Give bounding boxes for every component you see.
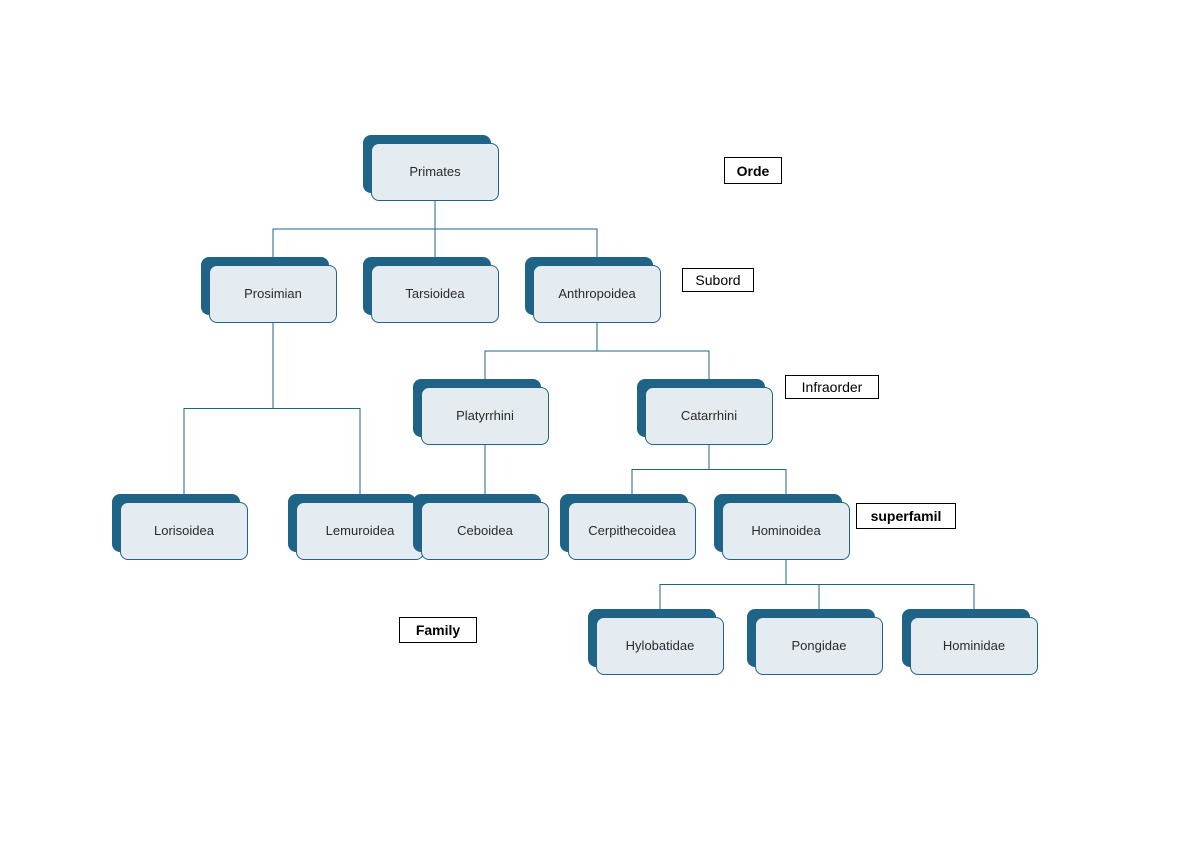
level-label-subord: Subord — [682, 268, 754, 292]
node-hylobatidae: Hylobatidae — [588, 609, 724, 675]
node-label: Primates — [409, 165, 460, 180]
node-face: Anthropoidea — [533, 265, 661, 323]
node-label: Tarsioidea — [405, 287, 464, 302]
node-label: Lemuroidea — [326, 524, 395, 539]
node-label: Ceboidea — [457, 524, 513, 539]
node-face: Primates — [371, 143, 499, 201]
node-label: Cerpithecoidea — [588, 524, 675, 539]
node-face: Lemuroidea — [296, 502, 424, 560]
node-tarsioidea: Tarsioidea — [363, 257, 499, 323]
level-label-text: Orde — [737, 163, 770, 179]
node-label: Platyrrhini — [456, 409, 514, 424]
node-label: Anthropoidea — [558, 287, 635, 302]
node-hominidae: Hominidae — [902, 609, 1038, 675]
node-face: Hominoidea — [722, 502, 850, 560]
node-ceboidea: Ceboidea — [413, 494, 549, 560]
node-label: Pongidae — [792, 639, 847, 654]
node-face: Prosimian — [209, 265, 337, 323]
node-label: Hominidae — [943, 639, 1005, 654]
node-face: Lorisoidea — [120, 502, 248, 560]
level-label-orde: Orde — [724, 157, 782, 184]
node-label: Hominoidea — [751, 524, 820, 539]
node-face: Tarsioidea — [371, 265, 499, 323]
node-face: Pongidae — [755, 617, 883, 675]
node-face: Hominidae — [910, 617, 1038, 675]
node-anthropoidea: Anthropoidea — [525, 257, 661, 323]
node-label: Prosimian — [244, 287, 302, 302]
node-hominoidea: Hominoidea — [714, 494, 850, 560]
node-lorisoidea: Lorisoidea — [112, 494, 248, 560]
node-label: Catarrhini — [681, 409, 737, 424]
level-label-text: Subord — [695, 272, 740, 288]
level-label-superfamil: superfamil — [856, 503, 956, 529]
node-platyrrhini: Platyrrhini — [413, 379, 549, 445]
node-catarrhini: Catarrhini — [637, 379, 773, 445]
node-label: Lorisoidea — [154, 524, 214, 539]
connector-layer — [0, 0, 1200, 849]
level-label-text: Infraorder — [802, 379, 863, 395]
node-primates: Primates — [363, 135, 499, 201]
node-face: Platyrrhini — [421, 387, 549, 445]
level-label-text: Family — [416, 622, 460, 638]
node-face: Cerpithecoidea — [568, 502, 696, 560]
level-label-infraorder: Infraorder — [785, 375, 879, 399]
diagram-canvas: Primates Prosimian Tarsioidea Anthropoidea P… — [0, 0, 1200, 849]
level-label-family: Family — [399, 617, 477, 643]
level-label-text: superfamil — [871, 508, 942, 524]
node-lemuroidea: Lemuroidea — [288, 494, 424, 560]
node-cerpithecoidea: Cerpithecoidea — [560, 494, 696, 560]
node-face: Catarrhini — [645, 387, 773, 445]
node-face: Ceboidea — [421, 502, 549, 560]
node-pongidae: Pongidae — [747, 609, 883, 675]
node-prosimian: Prosimian — [201, 257, 337, 323]
node-face: Hylobatidae — [596, 617, 724, 675]
node-label: Hylobatidae — [626, 639, 695, 654]
